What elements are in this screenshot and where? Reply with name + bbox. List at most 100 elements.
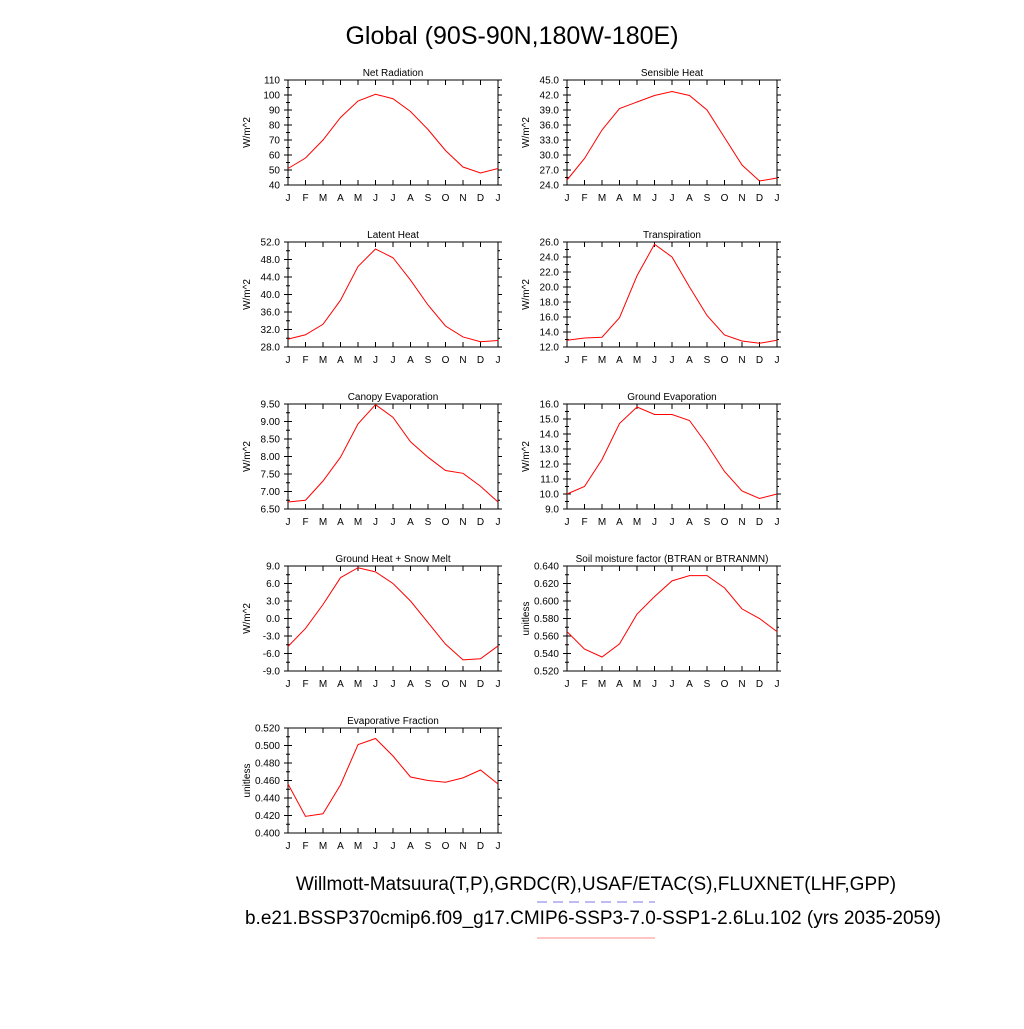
chart-5-title: Ground Evaporation (627, 392, 717, 403)
chart-0-xtick-label-8: S (425, 193, 432, 204)
chart-2-xtick-label-8: S (425, 355, 432, 366)
chart-0-series-line (287, 93, 499, 174)
chart-3-ytick-label-6: 24.0 (540, 253, 560, 264)
chart-4-title: Canopy Evaporation (348, 392, 439, 403)
chart-8-xtick-label-3: A (337, 841, 344, 852)
chart-3-xtick-label-12: J (775, 355, 780, 366)
chart-8-xtick-label-9: O (442, 841, 450, 852)
chart-6-xtick-label-0: J (286, 679, 291, 690)
chart-0-xtick-label-5: J (373, 193, 378, 204)
chart-7-xtick-label-2: M (598, 679, 606, 690)
chart-5-xtick-label-3: A (616, 517, 623, 528)
chart-8-xtick-label-0: J (286, 841, 291, 852)
chart-5-ytick-label-7: 16.0 (540, 400, 560, 411)
chart-8-xtick-label-7: A (407, 841, 414, 852)
chart-2-xtick-label-5: J (373, 355, 378, 366)
chart-4-ytick-label-2: 7.50 (261, 470, 281, 481)
chart-1-series-line (566, 90, 778, 182)
chart-1-ytick-label-5: 39.0 (540, 106, 560, 117)
chart-7-ytick-label-4: 0.600 (534, 597, 559, 608)
chart-0-ytick-label-0: 40 (269, 181, 281, 192)
chart-3-xtick-label-4: M (633, 355, 641, 366)
chart-7-ytick-label-0: 0.520 (534, 667, 559, 678)
chart-0-ytick-label-7: 110 (264, 76, 280, 87)
chart-1-xtick-label-6: J (670, 193, 675, 204)
chart-3-xtick-label-5: J (652, 355, 657, 366)
chart-8-series-line (287, 737, 499, 817)
chart-1-ytick-label-2: 30.0 (540, 151, 560, 162)
chart-8-xtick-label-4: M (354, 841, 362, 852)
chart-5-xtick-label-5: J (652, 517, 657, 528)
chart-5-ytick-label-5: 14.0 (540, 430, 560, 441)
chart-2-ytick-label-6: 52.0 (261, 238, 281, 249)
chart-6-xtick-label-7: A (407, 679, 414, 690)
chart-5-xtick-label-4: M (633, 517, 641, 528)
chart-5-xtick-label-6: J (670, 517, 675, 528)
chart-3-ytick-label-1: 14.0 (540, 328, 560, 339)
chart-1-xtick-label-4: M (633, 193, 641, 204)
chart-0-xtick-label-7: A (407, 193, 414, 204)
chart-4-xtick-label-9: O (442, 517, 450, 528)
chart-2-ylabel: W/m^2 (242, 279, 253, 310)
chart-8-xtick-label-5: J (373, 841, 378, 852)
chart-5-xtick-label-9: O (721, 517, 729, 528)
chart-7-ytick-label-6: 0.640 (534, 562, 559, 573)
chart-8-xtick-label-1: F (302, 841, 308, 852)
chart-4-xtick-label-0: J (286, 517, 291, 528)
chart-5-ytick-label-0: 9.0 (545, 505, 559, 516)
chart-0-ytick-label-4: 80 (269, 121, 281, 132)
footer-line-2: b.e21.BSSP370cmip6.f09_g17.CMIP6-SSP3-7.… (245, 908, 941, 929)
chart-4-xtick-label-5: J (373, 517, 378, 528)
chart-0-xtick-label-6: J (391, 193, 396, 204)
chart-3-xtick-label-1: F (581, 355, 587, 366)
chart-4-frame (287, 403, 499, 510)
chart-8-ytick-label-2: 0.440 (255, 794, 280, 805)
chart-4-ytick-label-6: 9.50 (261, 400, 281, 411)
chart-7-xtick-label-11: D (756, 679, 763, 690)
chart-3-title: Transpiration (643, 230, 701, 241)
chart-4-xtick-label-4: M (354, 517, 362, 528)
chart-3-series-line (566, 243, 778, 344)
chart-5-ytick-label-6: 15.0 (540, 415, 560, 426)
chart-1-xtick-label-10: N (738, 193, 745, 204)
chart-0-xtick-label-9: O (442, 193, 450, 204)
chart-2-ytick-label-1: 32.0 (261, 325, 281, 336)
chart-3-ytick-label-0: 12.0 (540, 343, 560, 354)
chart-2-xtick-label-6: J (391, 355, 396, 366)
footer-line-1: Willmott-Matsuura(T,P),GRDC(R),USAF/ETAC… (296, 874, 896, 895)
chart-7-series-line (566, 575, 778, 658)
chart-6-ytick-label-4: 3.0 (266, 597, 280, 608)
chart-0-ytick-label-6: 100 (263, 91, 280, 102)
chart-3-xtick-label-7: A (686, 355, 693, 366)
chart-7-xtick-label-10: N (738, 679, 745, 690)
chart-0-xtick-label-2: M (319, 193, 327, 204)
chart-2-ytick-label-4: 44.0 (261, 273, 281, 284)
chart-7-xtick-label-7: A (686, 679, 693, 690)
chart-4-series-line (287, 404, 499, 503)
chart-3-xtick-label-6: J (670, 355, 675, 366)
chart-0-title: Net Radiation (363, 68, 424, 79)
chart-6-xtick-label-4: M (354, 679, 362, 690)
chart-8-ytick-label-3: 0.460 (255, 776, 280, 787)
chart-1-xtick-label-11: D (756, 193, 763, 204)
chart-6-xtick-label-2: M (319, 679, 327, 690)
chart-4-ytick-label-0: 6.50 (261, 505, 281, 516)
chart-6-xtick-label-1: F (302, 679, 308, 690)
chart-5-xtick-label-0: J (565, 517, 570, 528)
chart-3-ylabel: W/m^2 (521, 279, 532, 310)
chart-2-xtick-label-11: D (477, 355, 484, 366)
chart-8-frame (287, 727, 499, 834)
chart-5-xtick-label-2: M (598, 517, 606, 528)
chart-4-xtick-label-3: A (337, 517, 344, 528)
chart-7-xtick-label-5: J (652, 679, 657, 690)
chart-2-xtick-label-12: J (496, 355, 501, 366)
chart-6-ytick-label-2: -3.0 (263, 632, 281, 643)
chart-6-ylabel: W/m^2 (242, 603, 253, 634)
chart-0-ytick-label-5: 90 (269, 106, 281, 117)
